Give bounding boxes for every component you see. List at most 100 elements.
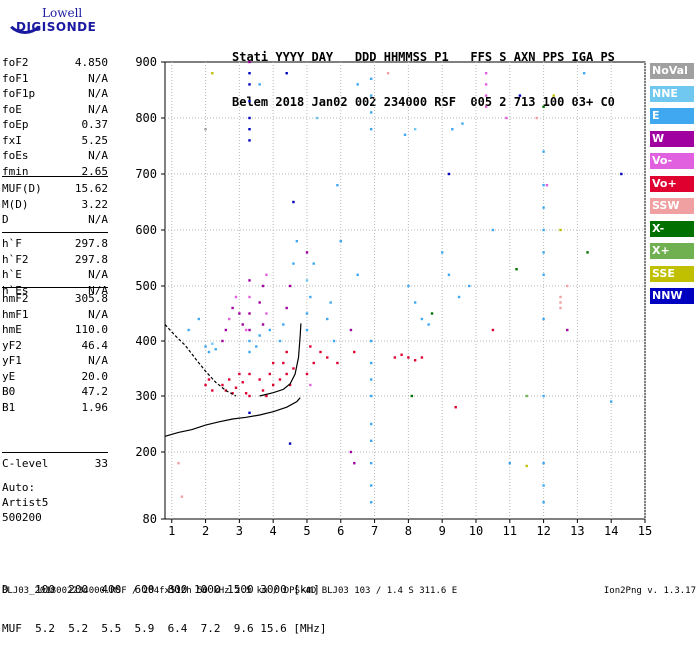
data-point <box>228 378 231 381</box>
auto-version: 500200 <box>2 511 42 524</box>
y-tick-label: 800 <box>135 111 157 125</box>
param-row: B1 1.96 <box>2 401 108 416</box>
param-value: 33 <box>94 457 108 470</box>
x-tick-label: 1 <box>168 524 175 538</box>
data-point <box>447 172 451 176</box>
param-row: C-level 33 <box>2 457 108 472</box>
param-value: 20.0 <box>81 369 109 383</box>
data-point <box>295 240 299 243</box>
data-point <box>309 345 312 348</box>
param-name: foF1p <box>2 87 36 100</box>
data-point <box>288 383 292 387</box>
data-point <box>309 383 312 387</box>
data-point <box>420 317 424 321</box>
x-tick-label: 15 <box>638 524 652 538</box>
x-tick-label: 8 <box>405 524 412 538</box>
data-point <box>207 350 211 354</box>
data-point <box>248 312 251 315</box>
data-point <box>566 284 569 288</box>
data-point <box>353 350 356 354</box>
data-point <box>542 206 545 209</box>
legend-item: NNE <box>650 85 694 102</box>
x-tick-label: 10 <box>469 524 483 538</box>
data-point <box>248 339 251 343</box>
y-tick-label: 500 <box>135 279 157 293</box>
data-point <box>305 372 309 376</box>
data-point <box>332 339 336 343</box>
y-tick-label: 300 <box>135 389 157 403</box>
auto-label: Auto: <box>2 481 36 494</box>
param-row: foF2 4.850 <box>2 56 108 71</box>
param-name: h`F2 <box>2 252 29 266</box>
autoscaling-info: Auto: Artist5 500200 <box>2 480 48 525</box>
param-row: foEs N/A <box>2 149 108 164</box>
data-point <box>559 306 562 310</box>
series-line <box>259 323 302 397</box>
x-tick-label: 12 <box>536 524 550 538</box>
x-tick-label: 7 <box>371 524 378 538</box>
param-value: 305.8 <box>74 292 108 305</box>
data-point <box>407 284 410 288</box>
data-point <box>305 312 309 315</box>
data-point <box>542 461 545 465</box>
data-point <box>312 262 315 265</box>
data-point <box>265 312 268 315</box>
param-name: h`F <box>2 237 22 250</box>
data-point <box>336 184 339 187</box>
data-point <box>491 228 495 232</box>
param-value: 297.8 <box>74 237 108 250</box>
separator-line <box>2 287 108 288</box>
param-row: fmin 2.65 <box>2 165 108 180</box>
logo-line-1: Lowell <box>42 6 83 20</box>
data-point <box>309 295 312 299</box>
param-row: foE N/A <box>2 103 108 118</box>
param-name: foE <box>2 102 22 116</box>
data-point <box>234 386 238 389</box>
data-point <box>369 501 373 504</box>
param-row: D N/A <box>2 213 108 228</box>
data-point <box>305 251 309 254</box>
software-version: Ion2Png v. 1.3.17 <box>603 586 696 596</box>
data-point <box>413 359 417 362</box>
header-values: Belem 2018 Jan02 002 234000 RSF 005 2 71… <box>232 95 615 109</box>
param-value: 46.4 <box>81 338 109 352</box>
param-row: h`Es N/A <box>2 284 108 299</box>
legend-item: Vo- <box>650 153 694 169</box>
data-point <box>221 383 224 387</box>
param-row: yE 20.0 <box>2 370 108 385</box>
data-point <box>369 439 373 442</box>
param-value: N/A <box>88 102 108 116</box>
param-name: h`Es <box>2 283 29 297</box>
data-point <box>177 461 180 465</box>
data-point <box>238 372 241 376</box>
param-value: 4.850 <box>74 56 108 69</box>
x-tick-label: 3 <box>236 524 243 538</box>
logo-line-2: DIGISONDE <box>16 20 97 34</box>
data-point <box>265 394 268 398</box>
x-tick-label: 5 <box>303 524 310 538</box>
param-row: M(D) 3.22 <box>2 198 108 213</box>
y-tick-label: 900 <box>135 55 157 69</box>
x-tick-label: 11 <box>503 524 517 538</box>
param-row: MUF(D) 15.62 <box>2 182 108 197</box>
data-point <box>566 328 569 332</box>
data-point <box>204 383 207 387</box>
data-point <box>305 328 309 332</box>
data-point <box>204 128 207 131</box>
data-point <box>207 378 211 381</box>
data-point <box>559 295 562 299</box>
data-point <box>326 317 329 321</box>
y-tick-label: 700 <box>135 167 157 181</box>
data-point <box>228 317 231 321</box>
data-point <box>545 184 549 187</box>
data-point <box>224 389 228 392</box>
param-value: 5.25 <box>81 133 109 147</box>
data-point <box>292 262 295 265</box>
data-point <box>326 356 329 359</box>
legend-item: X+ <box>650 243 694 259</box>
data-point <box>609 400 613 403</box>
param-row: fxI 5.25 <box>2 134 108 149</box>
param-row: h`F2 297.8 <box>2 253 108 268</box>
y-tick-label: 400 <box>135 334 157 348</box>
data-point <box>285 350 288 354</box>
